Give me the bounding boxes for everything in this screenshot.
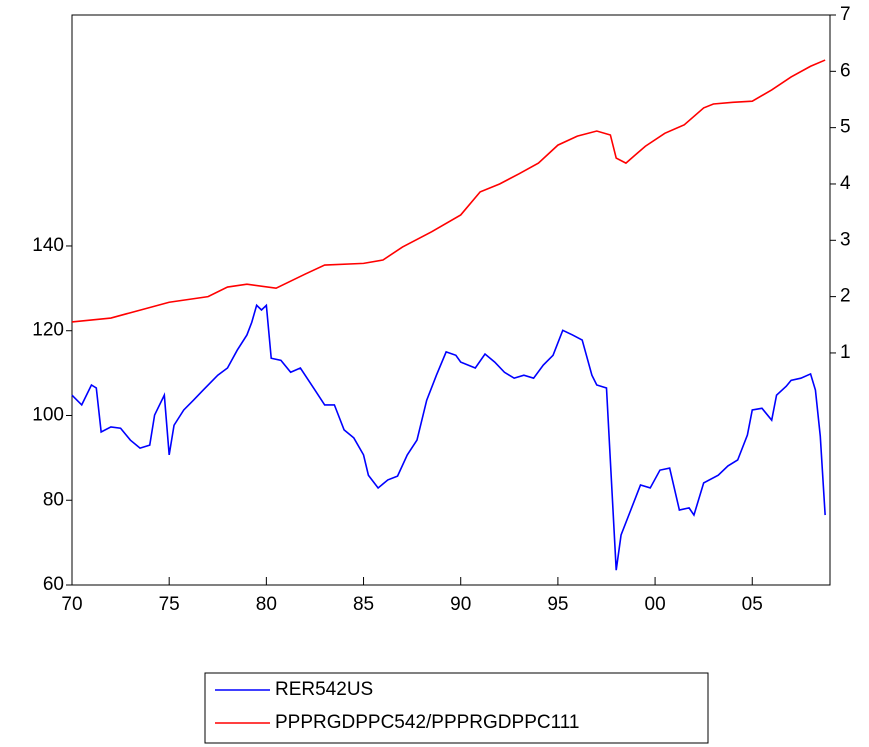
x-tick-label: 80 <box>256 594 277 615</box>
x-tick-label: 70 <box>61 594 82 615</box>
x-tick-label: 05 <box>742 594 763 615</box>
y-tick-label: 80 <box>43 489 64 510</box>
y2-tick-label: 3 <box>840 229 851 250</box>
y-tick-label: 120 <box>32 320 64 341</box>
y-tick-label: 100 <box>32 404 64 425</box>
y-tick-label: 140 <box>32 235 64 256</box>
x-tick-label: 85 <box>353 594 374 615</box>
plot-frame <box>71 14 831 586</box>
legend-box <box>204 672 709 744</box>
x-tick-label: 75 <box>159 594 180 615</box>
x-tick-label: 90 <box>450 594 471 615</box>
legend-label: PPPRGDPPC542/PPPRGDPPC111 <box>275 712 579 733</box>
series-line <box>71 59 826 323</box>
x-tick-label: 95 <box>547 594 568 615</box>
y2-tick-label: 4 <box>840 173 851 194</box>
x-tick-label: 00 <box>645 594 666 615</box>
y2-tick-label: 1 <box>840 342 851 363</box>
y2-tick-label: 6 <box>840 60 851 81</box>
y-tick-label: 60 <box>43 574 64 595</box>
y2-tick-label: 7 <box>840 4 851 25</box>
series-line <box>71 303 826 571</box>
y2-tick-label: 5 <box>840 117 851 138</box>
legend-label: RER542US <box>275 679 373 700</box>
y2-tick-label: 2 <box>840 286 851 307</box>
